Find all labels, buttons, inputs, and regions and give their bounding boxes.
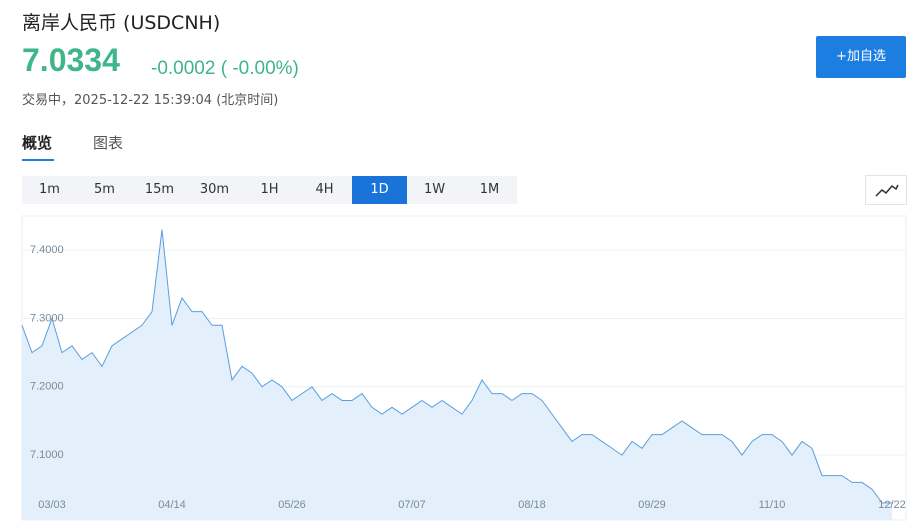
tab[interactable]: 图表 xyxy=(93,134,124,152)
chart-type-button[interactable] xyxy=(865,175,907,205)
x-tick-label: 07/07 xyxy=(398,499,426,511)
timeframe-bar xyxy=(22,176,517,204)
timeframe-button[interactable]: 1m xyxy=(39,182,60,197)
timeframe-button[interactable]: 1H xyxy=(260,182,279,197)
change: -0.0002 ( -0.00%) xyxy=(151,58,299,79)
x-tick-label: 05/26 xyxy=(278,499,306,511)
timeframe-button[interactable]: 1D xyxy=(352,176,407,204)
timeframe-button[interactable]: 1W xyxy=(423,182,446,197)
chart-type-icon xyxy=(875,184,899,197)
x-tick-label: 11/10 xyxy=(759,499,786,511)
y-tick-label: 7.2000 xyxy=(30,381,64,393)
tab-indicator xyxy=(22,159,54,161)
timeframe-button[interactable]: 30m xyxy=(199,182,230,197)
y-tick-label: 7.1000 xyxy=(30,449,64,461)
status: 交易中，2025-12-22 15:39:04 (北京时间) xyxy=(22,93,279,108)
timeframe-button[interactable]: 15m xyxy=(144,182,175,197)
x-tick-label: 08/18 xyxy=(518,499,546,511)
x-tick-label: 04/14 xyxy=(158,499,186,511)
y-tick-label: 7.3000 xyxy=(30,312,64,324)
timeframe-button[interactable]: 1M xyxy=(479,182,500,197)
x-tick-label: 09/29 xyxy=(638,499,666,511)
x-tick-label: 03/03 xyxy=(38,499,66,511)
timeframe-button[interactable]: 4H xyxy=(315,182,334,197)
timeframe-button[interactable]: 5m xyxy=(94,182,115,197)
area-fill xyxy=(22,229,892,521)
price-line xyxy=(21,229,892,504)
x-tick-label: 12/22 xyxy=(878,499,906,511)
y-tick-label: 7.4000 xyxy=(30,244,64,256)
tab[interactable]: 概览 xyxy=(22,134,53,152)
price: 7.0334 xyxy=(22,42,120,78)
add-watchlist-button[interactable]: +加自选 xyxy=(816,36,906,78)
title: 离岸人民币 (USDCNH) xyxy=(22,12,221,34)
